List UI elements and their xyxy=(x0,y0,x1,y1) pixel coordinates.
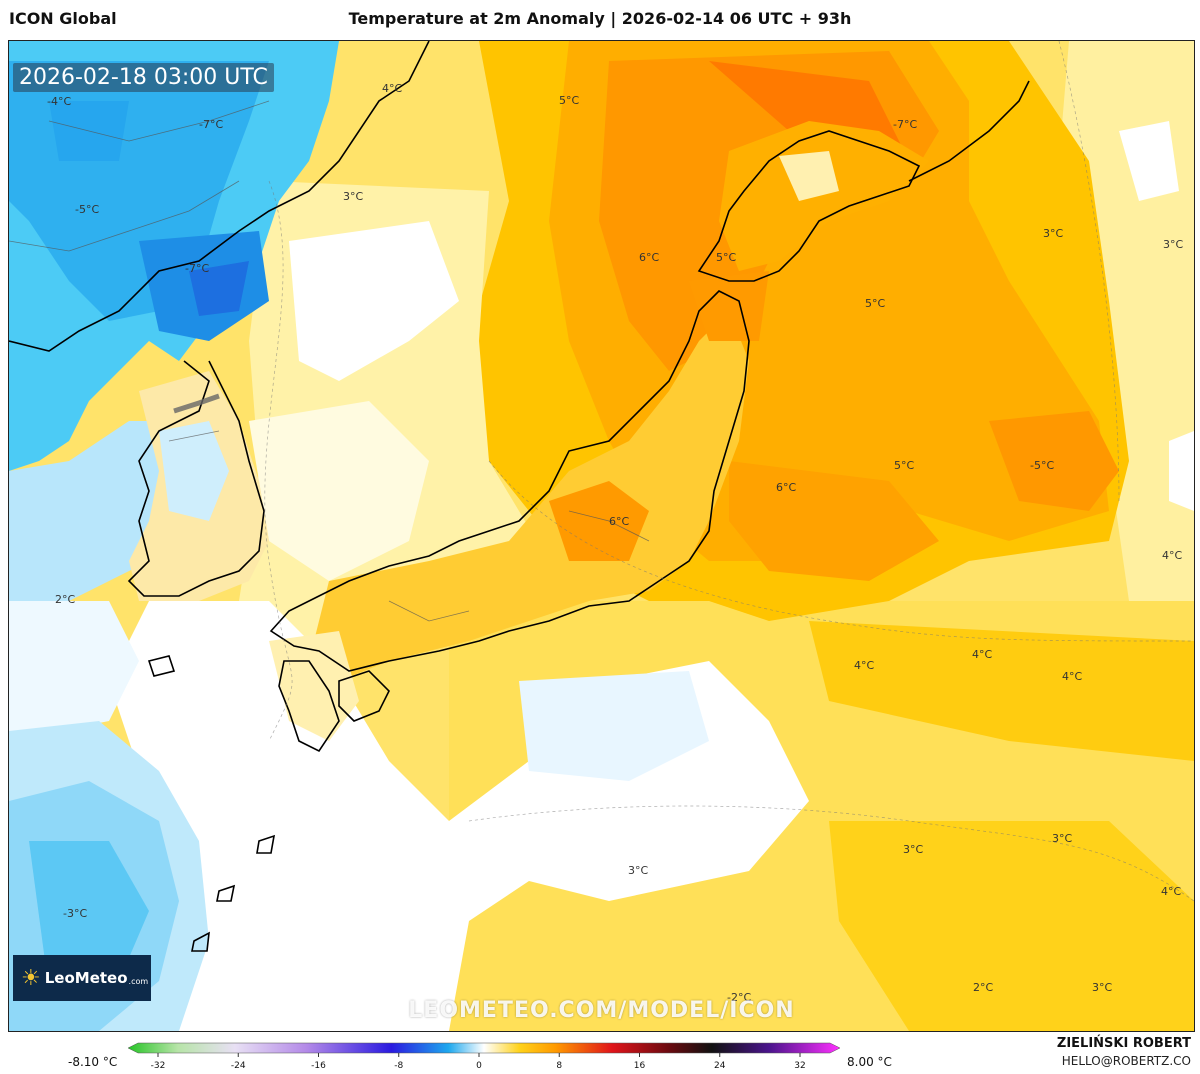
temperature-anomaly-map[interactable]: -4°C 4°C -7°C 5°C -5°C 3°C -7°C 6°C 5°C … xyxy=(8,40,1195,1032)
legend-tick-label: -16 xyxy=(311,1061,326,1071)
watermark-url: LEOMETEO.COM/MODEL/ICON xyxy=(408,998,795,1023)
author-name: ZIELIŃSKI ROBERT xyxy=(1056,1036,1191,1051)
contour-label: 3°C xyxy=(1052,832,1072,845)
contour-label: -3°C xyxy=(63,907,87,920)
contour-label: 5°C xyxy=(865,297,885,310)
contour-label: -4°C xyxy=(47,95,71,108)
map-title: Temperature at 2m Anomaly | 2026-02-14 0… xyxy=(348,9,852,28)
legend-tick-label: 16 xyxy=(634,1061,646,1071)
contour-label: 3°C xyxy=(1092,981,1112,994)
legend-tick-label: -8 xyxy=(394,1061,403,1071)
legend-tick-label: -32 xyxy=(151,1061,166,1071)
contour-label: 4°C xyxy=(382,82,402,95)
legend-colorbar: -32 -24 -16 -8 0 8 16 24 32 xyxy=(128,1042,840,1071)
legend-max-label: 8.00 °C xyxy=(847,1055,892,1069)
contour-label: 6°C xyxy=(776,481,796,494)
contour-label: 3°C xyxy=(628,864,648,877)
contour-label: 5°C xyxy=(894,459,914,472)
contour-labels: -4°C 4°C -7°C 5°C -5°C 3°C -7°C 6°C 5°C … xyxy=(47,82,1183,1004)
contour-label: -5°C xyxy=(1030,459,1054,472)
legend-tick-label: 8 xyxy=(556,1061,562,1071)
contour-label: 5°C xyxy=(716,251,736,264)
contour-label: 4°C xyxy=(1162,549,1182,562)
coastlines xyxy=(9,41,1030,952)
contour-label: -7°C xyxy=(199,118,223,131)
contour-label: 3°C xyxy=(903,843,923,856)
contour-label: -2°C xyxy=(727,991,751,1004)
contour-label: 4°C xyxy=(1062,670,1082,683)
model-name: ICON Global xyxy=(9,9,117,28)
contour-label: -5°C xyxy=(75,203,99,216)
leometeo-logo: ☀ LeoMeteo .com xyxy=(13,955,151,1001)
map-canvas: -4°C 4°C -7°C 5°C -5°C 3°C -7°C 6°C 5°C … xyxy=(9,41,1194,1031)
contour-label: 3°C xyxy=(343,190,363,203)
legend-min-label: -8.10 °C xyxy=(68,1055,118,1069)
color-legend: -8.10 °C -32 -24 -16 -8 0 8 16 24 32 8.00 xyxy=(0,1040,1200,1074)
legend-tick-label: -24 xyxy=(231,1061,246,1071)
valid-time-badge: 2026-02-18 03:00 UTC xyxy=(13,63,274,92)
logo-suffix: .com xyxy=(128,976,149,986)
legend-tick-label: 0 xyxy=(476,1061,482,1071)
contour-label: 4°C xyxy=(1161,885,1181,898)
contour-label: 5°C xyxy=(559,94,579,107)
contour-label: 4°C xyxy=(972,648,992,661)
contour-label: 2°C xyxy=(55,593,75,606)
contour-label: 3°C xyxy=(1163,238,1183,251)
contour-label: 3°C xyxy=(1043,227,1063,240)
logo-text: LeoMeteo xyxy=(44,969,128,987)
author-email[interactable]: HELLO@ROBERTZ.CO xyxy=(1061,1054,1191,1068)
contour-label: 4°C xyxy=(854,659,874,672)
contour-label: -7°C xyxy=(185,262,209,275)
legend-tick-label: 32 xyxy=(794,1061,805,1071)
contour-label: -7°C xyxy=(893,118,917,131)
legend-tick-label: 24 xyxy=(714,1061,726,1071)
contour-label: 6°C xyxy=(639,251,659,264)
sun-icon: ☀ xyxy=(21,965,41,991)
contour-label: 2°C xyxy=(973,981,993,994)
contour-label: 6°C xyxy=(609,515,629,528)
